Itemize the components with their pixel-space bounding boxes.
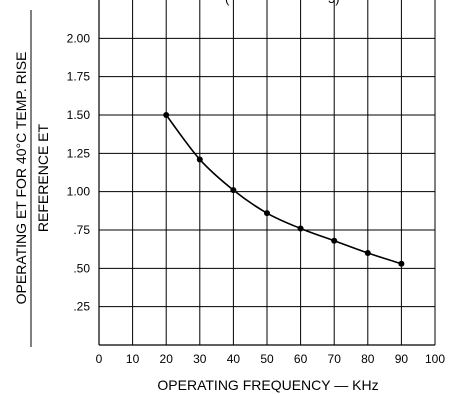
axes xyxy=(98,0,436,346)
x-tick-label: 90 xyxy=(395,352,409,366)
data-point xyxy=(230,187,237,194)
y-tick-label: .50 xyxy=(73,261,90,275)
x-tick-label: 100 xyxy=(425,352,445,366)
y-tick-label: .75 xyxy=(73,223,90,237)
data-point xyxy=(398,260,405,267)
tick-labels: 0 10 20 30 40 50 60 70 80 90 100 .25 .50 .75 1.00 1.25 1… xyxy=(67,31,446,366)
y-tick-label: 2.00 xyxy=(67,31,91,45)
y-axis-label-denominator: REFERENCE ET xyxy=(35,123,51,232)
y-tick-label: 1.50 xyxy=(67,108,91,122)
x-tick-label: 50 xyxy=(260,352,274,366)
y-axis-label-numerator: OPERATING ET FOR 40°C TEMP. RISE xyxy=(13,52,29,305)
x-tick-label: 80 xyxy=(361,352,375,366)
x-axis-label: OPERATING FREQUENCY — KHz xyxy=(157,377,378,393)
data-series xyxy=(163,112,405,267)
grid xyxy=(98,0,436,345)
x-tick-label: 0 xyxy=(96,352,103,366)
data-point xyxy=(364,250,371,256)
x-tick-label: 60 xyxy=(294,352,308,366)
x-tick-label: 20 xyxy=(160,352,174,366)
chart-title-fragment-left: ( xyxy=(225,0,230,6)
data-point xyxy=(297,225,304,232)
y-tick-label: 1.75 xyxy=(67,70,91,84)
series-line xyxy=(165,114,402,265)
chart-title-fragment-right: 5) xyxy=(328,0,340,6)
y-tick-label: .25 xyxy=(73,300,90,314)
data-point xyxy=(196,156,203,163)
x-tick-label: 70 xyxy=(328,352,342,366)
data-point xyxy=(264,210,270,217)
x-tick-label: 40 xyxy=(227,352,241,366)
data-point xyxy=(331,237,338,244)
x-tick-label: 10 xyxy=(126,352,140,366)
data-point xyxy=(163,112,170,118)
y-tick-label: 1.00 xyxy=(67,185,91,199)
x-tick-label: 30 xyxy=(193,352,207,366)
y-tick-label: 1.25 xyxy=(67,146,91,160)
